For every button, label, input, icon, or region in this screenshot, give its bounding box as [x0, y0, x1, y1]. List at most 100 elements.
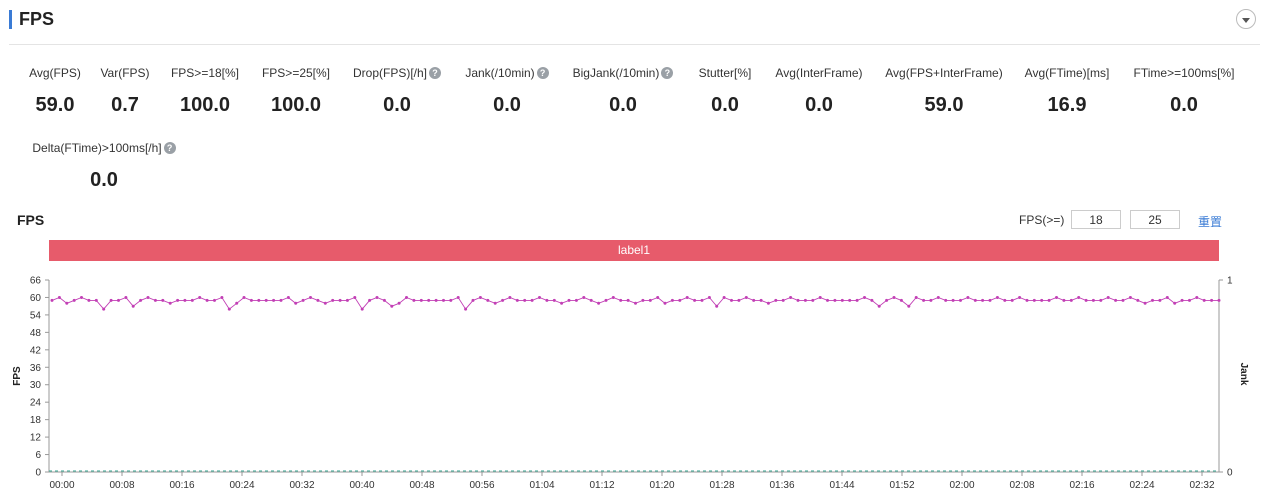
- fps-data-point: [1210, 298, 1214, 302]
- fps-data-point: [1114, 298, 1118, 302]
- fps-data-point: [589, 298, 593, 302]
- fps-data-point: [744, 296, 748, 299]
- fps-data-point: [641, 298, 645, 302]
- fps-data-point: [1091, 298, 1095, 302]
- help-icon[interactable]: ?: [429, 67, 441, 79]
- x-tick-label: 02:24: [1129, 480, 1154, 491]
- metric-11: FTime>=100ms[%] 0.0: [1104, 64, 1264, 117]
- fps-data-point: [1217, 298, 1221, 302]
- help-icon[interactable]: ?: [661, 67, 674, 79]
- metric-value: 100.0: [179, 94, 231, 116]
- metric-label: Stutter[%]: [699, 66, 752, 80]
- fps-data-point: [493, 301, 497, 305]
- metric-value: 59.0: [35, 94, 75, 116]
- metric-label-text: Drop(FPS)[/h]: [352, 66, 427, 80]
- fps-data-point: [331, 298, 335, 302]
- fps-data-point: [597, 301, 601, 305]
- fps-data-point: [863, 296, 866, 299]
- fps-data-point: [818, 296, 822, 299]
- fps-data-point: [759, 298, 763, 302]
- fps-data-point: [390, 304, 394, 308]
- fps-data-point: [670, 298, 674, 302]
- fps-data-point: [685, 296, 689, 299]
- y-tick-label: 36: [30, 363, 42, 374]
- header-divider: [9, 44, 1260, 45]
- fps-data-point: [959, 298, 962, 302]
- fps-data-point: [80, 296, 83, 299]
- fps-data-point: [117, 298, 120, 302]
- y-tick-label: 24: [30, 398, 42, 409]
- fps-data-point: [323, 301, 327, 305]
- y-tick-label: 60: [30, 293, 42, 304]
- fps-data-point: [656, 296, 660, 299]
- fps-data-point: [803, 298, 807, 302]
- metric-label: Avg(InterFrame): [775, 66, 862, 80]
- fps-data-point: [840, 298, 844, 302]
- fps-data-point: [478, 296, 482, 299]
- fps-data-point: [464, 307, 468, 311]
- metric-2: FPS>=18[%] 100.0: [125, 64, 285, 117]
- metric-0: Avg(FPS) 59.0: [0, 64, 135, 117]
- fps-data-point: [153, 298, 157, 302]
- collapse-button[interactable]: [1236, 9, 1256, 29]
- fps-data-point: [789, 296, 793, 299]
- fps-data-point: [1151, 298, 1154, 302]
- fps-data-point: [515, 298, 519, 302]
- fps-data-point: [139, 298, 143, 302]
- metric-value: 0.0: [90, 169, 118, 191]
- help-icon[interactable]: ?: [163, 142, 176, 154]
- label-band[interactable]: label1: [49, 240, 1219, 261]
- fps-data-point: [582, 296, 586, 299]
- fps-data-point: [1084, 298, 1088, 302]
- x-tick-label: 00:00: [49, 480, 74, 491]
- fps-data-point: [678, 298, 682, 302]
- title-accent-bar: [9, 10, 12, 29]
- fps-data-point: [693, 298, 697, 302]
- fps-data-point: [1202, 298, 1206, 302]
- metric-label: Jank(/10min)?: [465, 66, 549, 80]
- reset-button[interactable]: 重置: [1198, 215, 1223, 229]
- metric-value: 0.0: [383, 94, 411, 116]
- fps-data-point: [538, 296, 541, 299]
- fps-data-point: [995, 296, 999, 299]
- x-tick-label: 01:12: [589, 480, 614, 491]
- fps-data-point: [634, 301, 637, 305]
- fps-data-point: [360, 307, 364, 311]
- x-tick-label: 01:28: [709, 480, 734, 491]
- y-tick-label: 30: [30, 380, 42, 391]
- fps-data-point: [434, 298, 438, 302]
- fps-data-point: [198, 296, 202, 299]
- fps-data-point: [1010, 298, 1014, 302]
- fps-data-point: [700, 298, 704, 302]
- fps-data-point: [220, 296, 224, 299]
- fps-data-point: [722, 296, 726, 299]
- fps-data-point: [766, 301, 770, 305]
- fps-data-point: [1025, 298, 1029, 302]
- y-tick-label: 0: [35, 468, 41, 479]
- x-tick-label: 00:32: [289, 480, 314, 491]
- fps-data-point: [966, 296, 970, 299]
- y-tick-label: 54: [30, 310, 42, 321]
- x-tick-label: 02:00: [949, 480, 974, 491]
- fps-data-point: [944, 298, 948, 302]
- fps-data-point: [405, 296, 408, 299]
- y-tick-label: 48: [30, 328, 42, 339]
- fps-data-point: [102, 307, 106, 311]
- fps-data-point: [530, 298, 534, 302]
- fps-data-point: [131, 304, 135, 308]
- fps-threshold-high-input[interactable]: [1130, 210, 1180, 229]
- fps-data-point: [345, 298, 349, 302]
- metric-value: 59.0: [924, 94, 964, 116]
- x-tick-label: 01:36: [769, 480, 794, 491]
- metric-value: 0.0: [711, 94, 739, 116]
- fps-data-point: [936, 296, 940, 299]
- metric-label-text: FPS>=18[%]: [170, 66, 240, 80]
- metric-label-text: Avg(FPS): [29, 66, 81, 80]
- help-icon[interactable]: ?: [536, 67, 549, 79]
- fps-line-chart[interactable]: 0 6 12 18 24 30 36 42 48 54 60 66 0 1 00:00 00:08 00:16 0…: [0, 268, 1269, 493]
- chart-title: FPS: [17, 212, 45, 228]
- fps-data-point: [1062, 298, 1066, 302]
- fps-threshold-low-input[interactable]: [1071, 210, 1121, 229]
- fps-data-point: [707, 296, 711, 299]
- fps-data-point: [1173, 301, 1177, 305]
